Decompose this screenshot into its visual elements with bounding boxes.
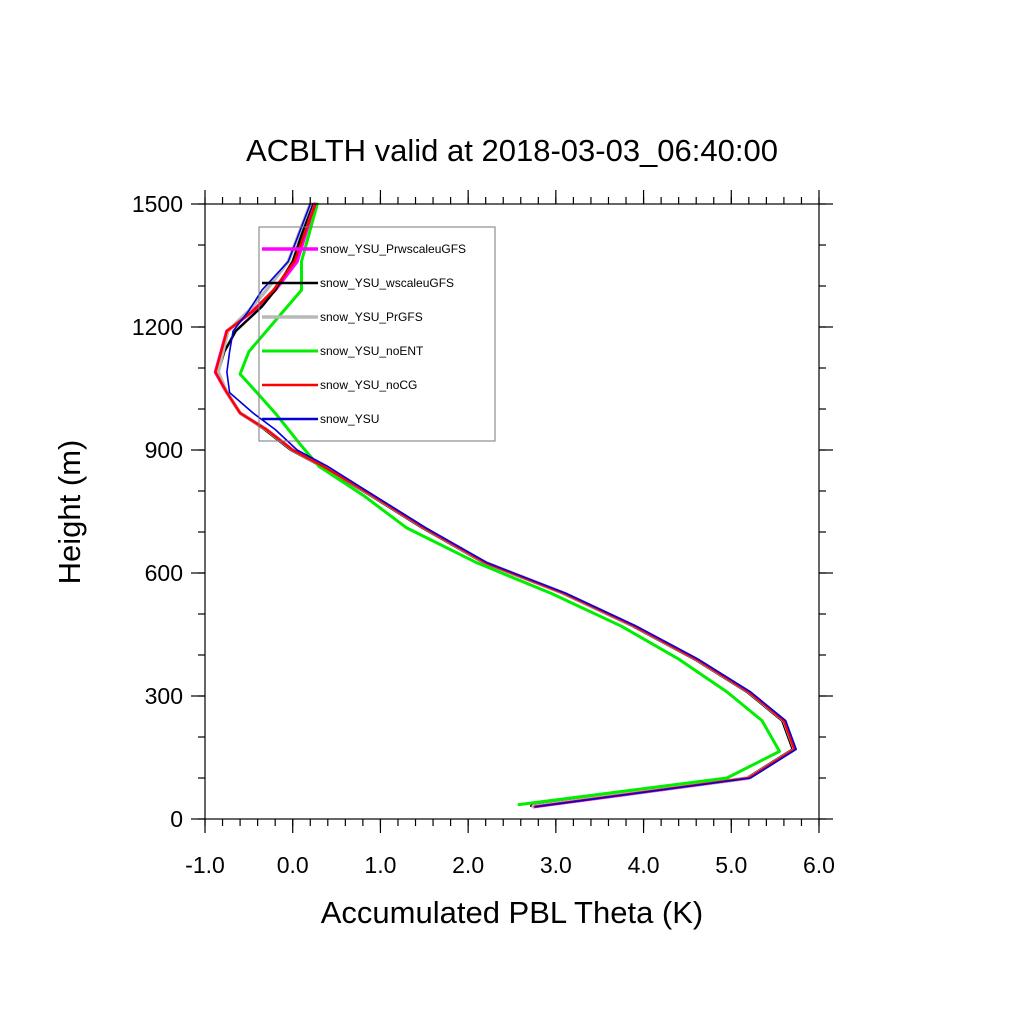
legend-label-0: snow_YSU_PrwscaleuGFS: [320, 242, 466, 256]
y-tick-label: 1500: [132, 191, 183, 217]
x-tick-label: 1.0: [364, 852, 396, 878]
y-tick-label: 1200: [132, 314, 183, 340]
series-line-0: [213, 202, 797, 809]
x-tick-label: 3.0: [540, 852, 572, 878]
y-tick-label: 900: [145, 437, 183, 463]
plot-frame: [204, 203, 820, 820]
x-tick-label: 2.0: [452, 852, 484, 878]
y-tick-label: 0: [170, 806, 183, 832]
legend-label-1: snow_YSU_wscaleuGFS: [320, 276, 454, 290]
series-line-2: [216, 202, 797, 809]
series-line-1: [216, 202, 794, 808]
series-layer: [213, 202, 798, 809]
tick-layer: -1.0 0.0 1.0 2.0 3.0 4.0 5.0 6.0 0 300 600 900 1200 1…: [132, 190, 835, 878]
series-line-3: [238, 202, 781, 807]
legend-box: [258, 226, 496, 442]
x-tick-label: 4.0: [628, 852, 660, 878]
legend: snow_YSU_PrwscaleuGFS snow_YSU_wscaleuGFS…: [258, 226, 496, 442]
y-tick-label: 300: [145, 683, 183, 709]
series-line-5: [226, 203, 798, 808]
chart-title: ACBLTH valid at 2018-03-03_06:40:00: [246, 133, 778, 168]
y-tick-label: 600: [145, 560, 183, 586]
y-axis-label: Height (m): [52, 440, 87, 585]
series-line-4: [214, 202, 796, 808]
x-tick-label: 0.0: [277, 852, 309, 878]
x-tick-label: 6.0: [803, 852, 835, 878]
x-axis-label: Accumulated PBL Theta (K): [321, 895, 704, 930]
legend-label-4: snow_YSU_noCG: [320, 378, 417, 392]
legend-label-3: snow_YSU_noENT: [320, 344, 424, 358]
x-tick-label: -1.0: [185, 852, 225, 878]
x-tick-label: 5.0: [715, 852, 747, 878]
legend-label-2: snow_YSU_PrGFS: [320, 310, 423, 324]
legend-label-5: snow_YSU: [320, 412, 379, 426]
